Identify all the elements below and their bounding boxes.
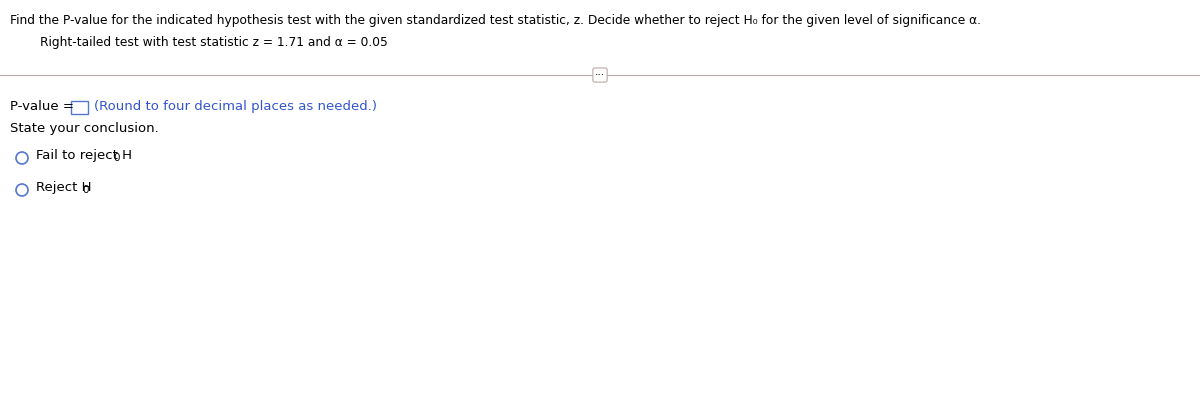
FancyBboxPatch shape (71, 101, 88, 114)
Text: Find the P-value for the indicated hypothesis test with the given standardized t: Find the P-value for the indicated hypot… (10, 14, 982, 27)
Text: (Round to four decimal places as needed.): (Round to four decimal places as needed.… (94, 100, 377, 113)
Text: Reject H: Reject H (36, 181, 91, 194)
Text: 0: 0 (113, 153, 120, 163)
Text: 0: 0 (82, 185, 89, 195)
Text: P-value =: P-value = (10, 100, 78, 113)
Text: Fail to reject H: Fail to reject H (36, 149, 132, 162)
Circle shape (16, 152, 28, 164)
Circle shape (16, 184, 28, 196)
Text: ···: ··· (595, 70, 605, 80)
Text: State your conclusion.: State your conclusion. (10, 122, 158, 135)
Text: Right-tailed test with test statistic z = 1.71 and α = 0.05: Right-tailed test with test statistic z … (40, 36, 388, 49)
